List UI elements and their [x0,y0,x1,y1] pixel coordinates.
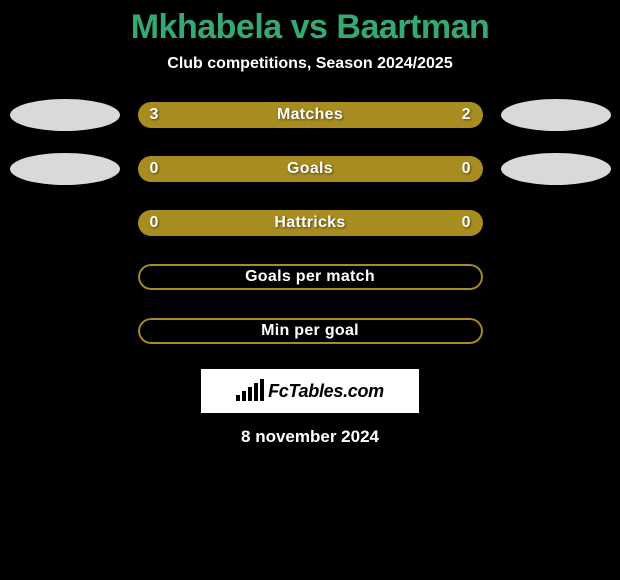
title-player2: Baartman [336,8,489,46]
stat-bar: 32Matches [138,102,483,128]
marker-placeholder [10,207,120,239]
subtitle: Club competitions, Season 2024/2025 [0,55,620,73]
icon-bar [260,379,264,401]
player2-marker [501,153,611,185]
title-player1: Mkhabela [131,8,282,46]
stat-row: Min per goal [0,315,620,347]
player1-marker [10,99,120,131]
stat-row: 00Goals [0,153,620,185]
stat-label: Min per goal [138,322,483,340]
stat-bar: Min per goal [138,318,483,344]
icon-bar [242,391,246,401]
stat-row: 32Matches [0,99,620,131]
player2-marker [501,99,611,131]
logo-text: FcTables.com [268,381,384,402]
comparison-widget: Mkhabela vs Baartman Club competitions, … [0,0,620,447]
marker-placeholder [501,315,611,347]
icon-bar [248,387,252,401]
marker-placeholder [501,261,611,293]
player1-marker [10,153,120,185]
stat-bar: 00Goals [138,156,483,182]
stat-bar: 00Hattricks [138,210,483,236]
fctables-logo[interactable]: FcTables.com [201,369,419,413]
stat-label: Goals per match [138,268,483,286]
stat-row: 00Hattricks [0,207,620,239]
stat-label: Matches [138,106,483,124]
bar-chart-icon [236,381,264,401]
marker-placeholder [501,207,611,239]
date-label: 8 november 2024 [0,427,620,447]
stat-row: Goals per match [0,261,620,293]
marker-placeholder [10,315,120,347]
marker-placeholder [10,261,120,293]
title-vs: vs [291,8,328,46]
stat-rows: 32Matches 00Goals 00Hattricks Goals per mat… [0,99,620,347]
stat-bar: Goals per match [138,264,483,290]
icon-bar [236,395,240,401]
stat-label: Hattricks [138,214,483,232]
icon-bar [254,383,258,401]
page-title: Mkhabela vs Baartman [0,8,620,47]
stat-label: Goals [138,160,483,178]
